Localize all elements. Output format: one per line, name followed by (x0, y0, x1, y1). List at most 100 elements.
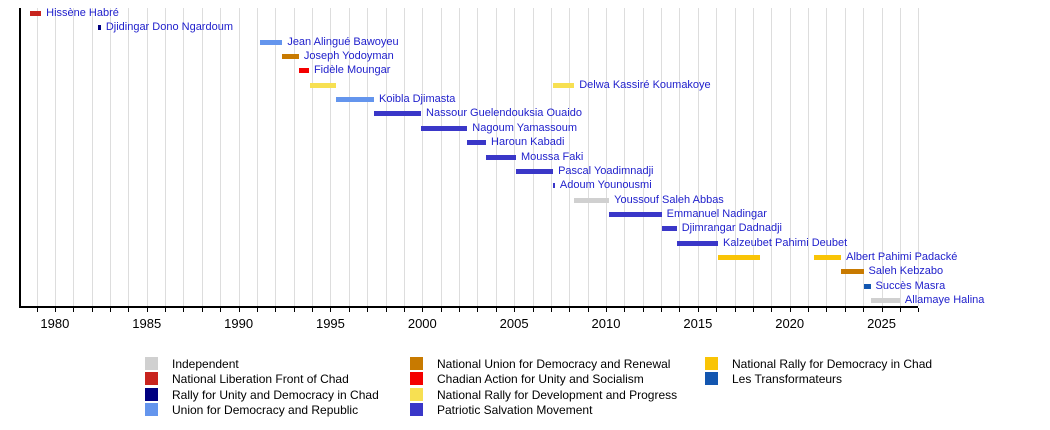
minister-name-link[interactable]: Saleh Kebzabo (868, 265, 944, 278)
year-gridline (771, 8, 773, 306)
x-axis-tick-label: 2005 (499, 315, 529, 331)
party-color-swatch (145, 357, 158, 370)
party-name-label: National Rally for Development and Progr… (437, 387, 678, 402)
timeline-bar (661, 226, 677, 232)
party-name-label: National Union for Democracy and Renewal (437, 357, 671, 371)
x-axis-tick (642, 307, 644, 312)
timeline-bar (467, 140, 487, 146)
x-axis-tick (128, 307, 130, 312)
minister-name-link[interactable]: Joseph Yodoyman (303, 50, 394, 63)
timeline-bar (98, 25, 101, 31)
x-axis-tick (36, 307, 38, 312)
x-axis-tick (587, 307, 589, 312)
x-axis-tick-label: 2000 (407, 315, 437, 331)
timeline-bar (552, 183, 555, 189)
timeline-bar (813, 254, 842, 260)
year-gridline (91, 8, 93, 306)
party-color-swatch (410, 357, 423, 370)
minister-name-link[interactable]: Emmanuel Nadingar (666, 207, 767, 220)
x-axis-tick (514, 307, 516, 312)
timeline-bar (676, 240, 719, 246)
timeline-bar (373, 111, 421, 117)
timeline-bar (515, 168, 554, 174)
party-color-swatch (410, 387, 423, 401)
x-axis-tick (808, 307, 810, 312)
minister-name-link[interactable]: Djimrangar Dadnadji (681, 222, 782, 235)
party-name-label: National Rally for Democracy in Chad (732, 357, 933, 371)
minister-name-link[interactable]: Haroun Kabadi (491, 136, 565, 149)
timeline-bar (486, 154, 516, 160)
timeline-bar (574, 197, 610, 203)
year-gridline (422, 8, 424, 306)
x-axis-tick (697, 307, 699, 312)
year-gridline (128, 8, 130, 306)
x-axis-tick-label: 2010 (591, 315, 621, 331)
x-axis-tick (146, 307, 148, 312)
year-gridline (440, 8, 442, 306)
party-color-swatch (410, 372, 423, 386)
x-axis-tick (606, 307, 607, 312)
year-gridline (459, 8, 461, 306)
x-axis-tick-label: 1995 (315, 315, 345, 331)
year-gridline (587, 8, 589, 306)
x-axis-tick (275, 307, 277, 312)
year-gridline (110, 8, 111, 306)
x-axis-tick (550, 307, 552, 312)
timeline-bar (553, 82, 575, 88)
year-gridline (73, 8, 75, 306)
timeline-bar (718, 254, 760, 260)
x-axis-tick (459, 307, 461, 312)
party-color-swatch (145, 387, 158, 401)
year-gridline (679, 8, 681, 306)
timeline-bar (863, 283, 871, 289)
x-axis-tick (110, 307, 111, 312)
minister-name-link[interactable]: Koibla Djimasta (378, 93, 456, 106)
year-gridline (256, 8, 258, 306)
year-gridline (183, 8, 185, 306)
year-gridline (220, 8, 222, 306)
x-axis-tick (771, 307, 773, 312)
minister-name-link[interactable]: Allamaye Halina (904, 294, 985, 306)
minister-name-link[interactable]: Djidingar Dono Ngardoum (105, 21, 233, 34)
minister-name-link[interactable]: Hissène Habré (46, 7, 119, 19)
year-gridline (606, 8, 607, 306)
x-axis-tick (661, 307, 663, 312)
x-axis-tick (330, 307, 332, 312)
minister-name-link[interactable]: Fidèle Moungar (313, 64, 391, 77)
x-axis-tick (477, 307, 479, 312)
x-axis-tick (716, 307, 718, 312)
year-gridline (367, 8, 369, 306)
minister-name-link[interactable]: Kalzeubet Pahimi Deubet (723, 236, 848, 249)
minister-name-link[interactable]: Succès Masra (875, 279, 946, 292)
minister-name-link[interactable]: Delwa Kassiré Koumakoye (579, 78, 711, 91)
minister-name-link[interactable]: Pascal Yoadimnadji (558, 164, 654, 177)
x-axis-tick (789, 307, 791, 312)
x-axis-tick (440, 307, 442, 312)
year-gridline (532, 8, 534, 306)
minister-name-link[interactable]: Adoum Younousmi (559, 179, 652, 192)
x-axis-tick (569, 307, 571, 312)
party-name-label: National Liberation Front of Chad (172, 372, 349, 387)
minister-name-link[interactable]: Nassour Guelendouksia Ouaido (426, 107, 582, 120)
year-gridline (642, 8, 644, 306)
x-axis-tick (844, 307, 846, 312)
x-axis-tick (165, 307, 167, 312)
minister-name-link[interactable]: Jean Alingué Bawoyeu (287, 35, 399, 48)
x-axis-tick (385, 307, 387, 312)
x-axis-tick (899, 307, 901, 312)
minister-name-link[interactable]: Moussa Faki (520, 150, 584, 163)
y-axis-line (19, 8, 21, 308)
party-color-swatch (410, 403, 423, 417)
year-gridline (661, 8, 663, 306)
minister-name-link[interactable]: Nagoum Yamassoum (472, 121, 578, 134)
minister-name-link[interactable]: Youssouf Saleh Abbas (614, 193, 724, 206)
x-axis-tick (73, 307, 75, 312)
year-gridline (863, 8, 865, 306)
minister-name-link[interactable]: Albert Pahimi Padacké (846, 250, 958, 263)
year-gridline (312, 8, 314, 306)
x-axis-tick (422, 307, 424, 312)
year-gridline (550, 8, 552, 306)
party-name-label: Rally for Unity and Democracy in Chad (172, 387, 379, 402)
x-axis-tick-label: 1990 (224, 315, 254, 331)
x-axis-tick (403, 307, 405, 312)
